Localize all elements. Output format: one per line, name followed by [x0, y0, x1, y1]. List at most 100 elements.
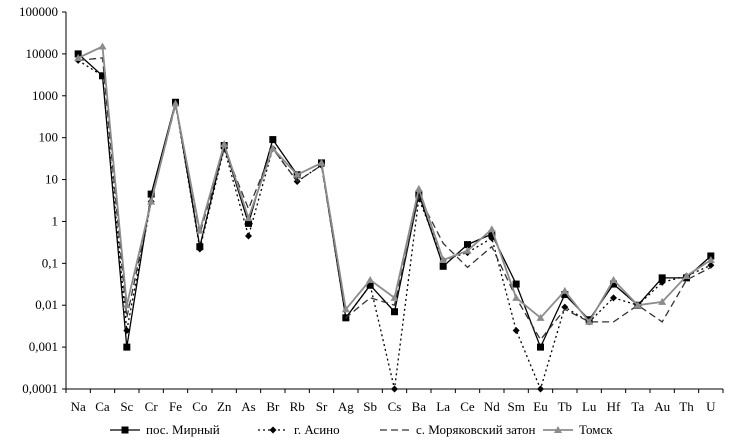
y-tick-label: 1000	[32, 88, 58, 103]
data-point	[560, 286, 569, 294]
data-point	[341, 305, 350, 313]
y-tick-label: 100	[39, 130, 59, 145]
x-tick-label: Th	[679, 399, 694, 414]
x-tick-label: Zn	[217, 399, 232, 414]
x-tick-label: Sr	[316, 399, 328, 414]
x-tick-label: Ta	[631, 399, 644, 414]
x-tick-label: Nd	[484, 399, 500, 414]
data-point	[293, 170, 302, 178]
data-point	[585, 317, 594, 325]
x-tick-label: Tb	[558, 399, 572, 414]
data-point	[245, 232, 252, 240]
x-tick-label: Co	[192, 399, 207, 414]
legend-swatch-marker	[121, 426, 129, 434]
y-axis-ticks: 0,0001 0,001 0,01 0,1 1 10 100 1000 10000 100000	[19, 4, 66, 396]
data-point	[561, 303, 569, 311]
series-2	[74, 56, 715, 393]
x-tick-label: Eu	[533, 399, 548, 414]
y-tick-label: 10000	[26, 46, 59, 61]
series-lines	[74, 42, 715, 393]
data-point	[414, 184, 423, 192]
y-tick-label: 10	[45, 172, 58, 187]
data-point	[464, 241, 471, 249]
legend-swatch-marker	[554, 426, 562, 433]
y-tick-label: 0,1	[42, 255, 58, 270]
legend-label: пос. Мирный	[146, 422, 220, 437]
data-point	[98, 42, 107, 50]
data-point	[536, 313, 545, 321]
data-point	[561, 291, 569, 299]
data-point	[195, 226, 204, 234]
series-line	[78, 57, 712, 341]
data-point	[537, 385, 544, 393]
data-point	[512, 326, 520, 334]
x-tick-label: Rb	[290, 399, 305, 414]
legend-entry: пос. Мирный	[110, 422, 220, 437]
x-tick-label: Ag	[338, 399, 354, 414]
data-point	[610, 280, 617, 288]
data-point	[317, 158, 326, 166]
x-tick-label: As	[241, 399, 255, 414]
legend: пос. Мирный г. Асино с. Моряковский затон Т…	[110, 422, 613, 437]
data-point	[658, 278, 666, 286]
data-point	[122, 301, 131, 309]
x-tick-label: U	[706, 399, 716, 414]
data-point	[633, 301, 642, 309]
data-point	[390, 293, 399, 301]
data-point	[171, 99, 180, 107]
data-point	[512, 293, 521, 301]
x-tick-label: Sc	[120, 399, 133, 414]
data-point	[487, 225, 496, 233]
legend-entry: Томск	[543, 422, 613, 437]
data-point	[391, 308, 398, 316]
data-point	[658, 297, 667, 305]
data-point	[415, 190, 423, 198]
data-point	[439, 262, 447, 270]
x-tick-label: Lu	[582, 399, 597, 414]
x-tick-label: Sm	[507, 399, 524, 414]
x-tick-label: Ba	[412, 399, 427, 414]
data-point	[391, 385, 398, 393]
data-point	[706, 256, 715, 264]
legend-entry: с. Моряковский затон	[380, 422, 536, 437]
x-axis-ticks: Na Ca Sc Cr Fe Co Zn As Br Rb Sr Ag Sb Cs Ba La Ce Nd Sm Eu…	[65, 389, 724, 414]
data-point	[123, 326, 131, 334]
data-point	[463, 246, 472, 254]
y-tick-label: 0,001	[29, 339, 58, 354]
x-tick-label: Ce	[460, 399, 475, 414]
y-tick-label: 1	[52, 213, 59, 228]
data-point	[147, 190, 155, 198]
y-tick-label: 100000	[19, 4, 58, 19]
legend-label: с. Моряковский затон	[416, 422, 536, 437]
data-point	[245, 219, 252, 227]
data-point	[268, 144, 277, 152]
x-tick-label: Au	[654, 399, 670, 414]
series-4	[74, 42, 715, 325]
legend-label: Томск	[579, 422, 613, 437]
data-point	[439, 256, 448, 264]
data-point	[658, 274, 666, 282]
data-point	[196, 245, 204, 253]
y-tick-label: 0,0001	[22, 381, 58, 396]
x-tick-label: Cs	[388, 399, 402, 414]
data-point	[488, 230, 496, 238]
data-point	[74, 50, 82, 58]
axes	[65, 12, 723, 390]
data-point	[74, 53, 83, 61]
data-point	[147, 197, 156, 205]
data-point	[537, 343, 544, 351]
data-point	[707, 252, 715, 260]
x-tick-label: Na	[71, 399, 86, 414]
data-point	[609, 276, 618, 284]
data-point	[366, 276, 375, 284]
x-tick-label: Fe	[169, 399, 182, 414]
data-point	[220, 140, 229, 148]
y-tick-label: 0,01	[35, 297, 58, 312]
x-tick-label: Br	[266, 399, 280, 414]
data-point	[512, 280, 520, 288]
data-point	[269, 136, 277, 144]
legend-label: г. Асино	[294, 422, 340, 437]
x-tick-label: Sb	[363, 399, 377, 414]
